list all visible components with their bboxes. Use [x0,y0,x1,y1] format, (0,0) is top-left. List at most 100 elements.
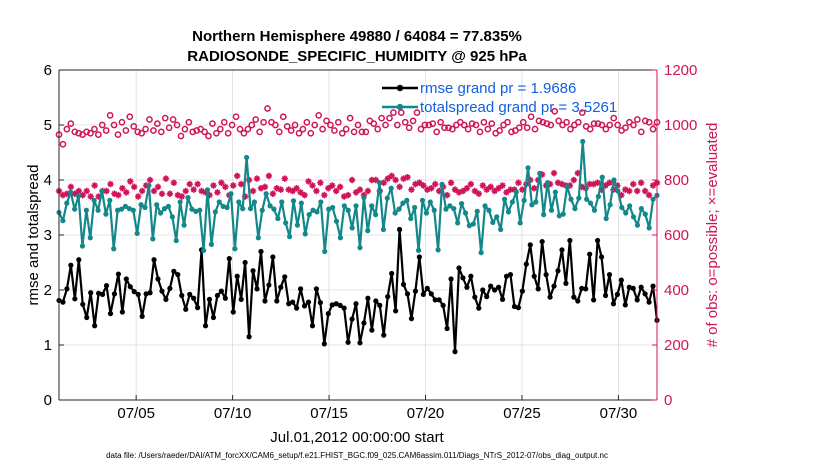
y-right-tick-label: 1000 [664,117,697,134]
series-point [138,202,144,208]
legend-marker-totalspread [396,103,404,111]
series-point [195,305,201,311]
possible-obs-point [323,117,330,125]
evaluated-obs-point [222,183,229,191]
possible-obs-point [445,124,452,132]
evaluated-obs-point [317,179,324,186]
evaluated-obs-point [340,193,348,200]
possible-obs-point [390,109,397,116]
possible-obs-point [637,128,645,136]
possible-obs-point [543,120,551,127]
evaluated-obs-point [404,174,411,181]
evaluated-obs-point [146,176,154,184]
series-point [158,210,164,216]
possible-obs-point [165,124,173,132]
evaluated-obs-point [447,179,455,186]
series-point [627,203,633,209]
series-point [472,294,478,300]
evaluated-obs-point [150,187,158,195]
evaluated-obs-point [107,180,114,188]
evaluated-obs-point [475,190,482,197]
evaluated-obs-point [91,182,98,189]
possible-obs-point [209,120,216,127]
series-point [274,298,280,304]
series-point [130,207,136,213]
series-point [254,286,260,292]
series-point [282,274,288,280]
series-point [201,247,207,253]
series-point [587,200,594,206]
series-point [76,257,82,263]
series-point [539,239,545,245]
series-point [385,294,391,300]
evaluated-obs-point [550,169,558,177]
series-point [630,214,637,220]
series-point [267,203,273,209]
evaluated-obs-point [265,172,273,180]
series-point [322,248,328,255]
possible-obs-point [421,121,429,129]
series-point [111,291,118,297]
evaluated-obs-point [297,189,304,196]
possible-obs-point [287,127,295,134]
series-point [290,299,296,305]
series-point [142,204,148,211]
series-point [230,309,236,315]
evaluated-obs-point [396,183,403,191]
evaluated-obs-point [348,176,356,184]
series-point [486,207,492,213]
series-point [314,209,320,215]
series-point [171,268,177,274]
series-point [615,188,621,194]
evaluated-obs-point [633,187,641,195]
series-point [377,302,383,308]
series-point [361,320,367,326]
possible-obs-point [102,127,110,134]
evaluated-obs-point [135,193,142,200]
series-point [234,273,240,279]
possible-obs-point [342,125,350,133]
evaluated-obs-point [408,186,415,193]
evaluated-obs-point [127,178,134,185]
possible-obs-point [433,128,441,136]
series-point [563,280,569,286]
possible-obs-point [645,118,653,126]
possible-obs-point [134,128,142,136]
chart-title-line1: Northern Hemisphere 49880 / 64084 = 77.8… [192,28,522,45]
series-point [580,138,586,145]
series-point [302,231,308,237]
series-point [548,207,555,213]
evaluated-obs-point [400,175,407,182]
possible-obs-point [378,114,385,122]
legend-label-totalspread: totalspread grand pr = 3.5261 [420,99,617,116]
evaluated-obs-point [214,189,221,196]
possible-obs-point [338,129,346,137]
possible-obs-point [299,125,307,133]
series-point [576,195,582,201]
evaluated-obs-point [305,178,312,185]
series-point [271,206,277,212]
series-point [435,247,441,253]
series-point [424,285,430,291]
possible-obs-point [630,121,637,129]
evaluated-obs-point [87,193,94,200]
possible-obs-point [216,125,224,133]
possible-obs-point [641,117,649,125]
series-point [143,291,149,297]
series-point [361,195,367,201]
series-point [412,288,419,294]
series-point [214,292,221,299]
series-point [513,189,519,195]
series-point [388,185,394,191]
series-point [279,199,285,205]
series-point [474,208,480,214]
chart-title-line2: RADIOSONDE_SPECIFIC_HUMIDITY @ 925 hPa [187,48,527,65]
series-point [270,254,276,260]
series-point [537,170,543,176]
possible-obs-point [346,114,354,122]
series-point [618,277,624,283]
evaluated-obs-point [495,185,502,192]
series-point [595,193,601,200]
evaluated-obs-point [649,182,657,189]
series-point [189,206,195,212]
